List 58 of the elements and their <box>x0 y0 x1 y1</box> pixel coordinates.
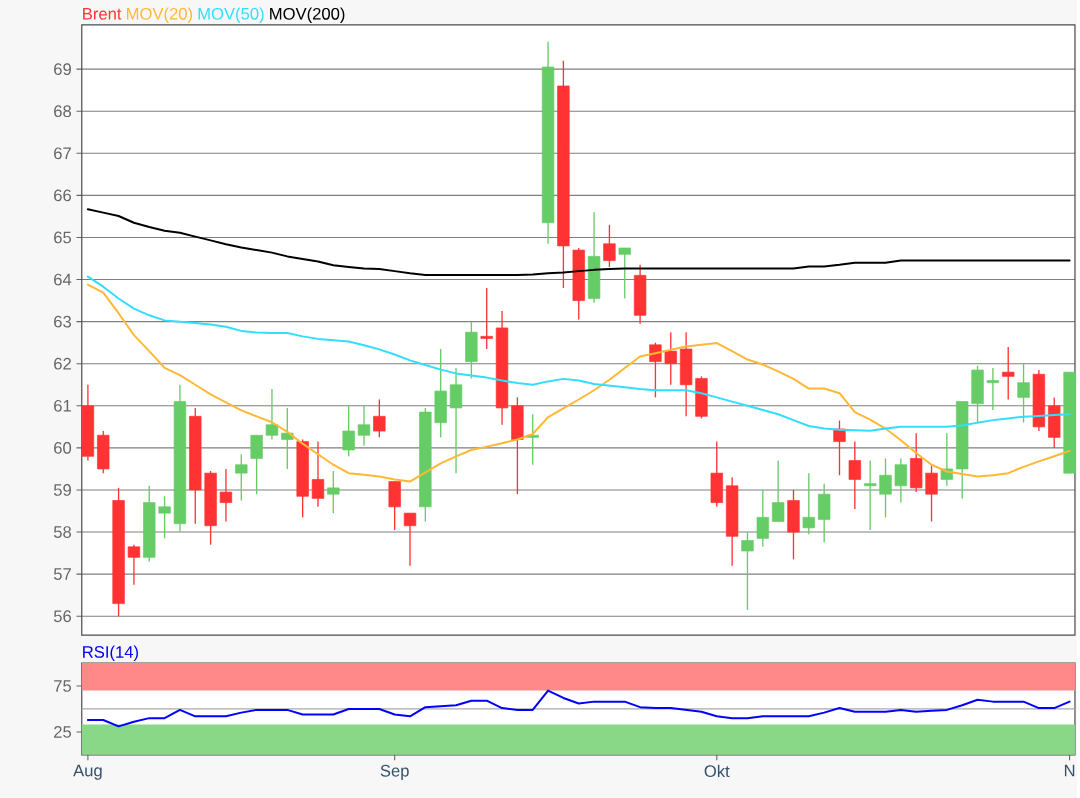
y-tick-label: 56 <box>53 610 72 623</box>
y-tick-label: 63 <box>54 315 72 328</box>
candlestick <box>603 224 616 268</box>
candlestick <box>403 512 417 567</box>
y-tick-label: 65 <box>54 231 72 244</box>
candlestick <box>265 388 279 441</box>
x-tick-label: Aug <box>73 765 102 780</box>
y-tick-label: 64 <box>54 273 72 286</box>
candlestick <box>771 459 785 523</box>
text: MOV(200) <box>270 7 345 24</box>
text: RSI(14) <box>83 645 138 662</box>
candlestick <box>664 331 677 386</box>
candlestick <box>235 453 248 502</box>
x-tick-label: N <box>1064 765 1075 777</box>
candlestick <box>741 531 754 611</box>
candlestick <box>357 405 371 447</box>
y-tick-label: 59 <box>53 484 71 497</box>
text: MOV(20) <box>127 7 193 24</box>
candlestick <box>848 441 861 510</box>
y-tick-label: 75 <box>54 680 72 692</box>
candlestick <box>480 287 493 350</box>
candlestick <box>342 405 355 458</box>
candlestick <box>802 472 815 535</box>
candlestick <box>526 413 539 466</box>
x-tick-label: Okt <box>704 764 730 778</box>
candlestick <box>311 441 325 508</box>
candlestick <box>373 398 386 439</box>
candlestick <box>327 470 340 514</box>
candlestick <box>986 367 1000 411</box>
text: MOV(50) <box>198 7 264 24</box>
x-tick-label: Sep <box>380 765 409 781</box>
y-tick-label: 61 <box>54 400 71 412</box>
text: Brent <box>83 8 122 20</box>
y-tick-label: 25 <box>54 726 72 738</box>
candlestick <box>449 367 463 474</box>
y-tick-label: 62 <box>54 357 71 370</box>
y-tick-label: 68 <box>54 105 72 118</box>
candlestick <box>250 434 263 495</box>
y-tick-label: 58 <box>53 526 72 539</box>
y-tick-label: 67 <box>54 147 71 160</box>
candlestick <box>1002 346 1015 401</box>
candlestick <box>925 464 938 523</box>
y-tick-label: 60 <box>54 442 72 454</box>
candlestick <box>281 407 294 470</box>
candlestick <box>894 457 908 504</box>
candlestick <box>864 459 877 531</box>
candlestick <box>158 495 171 540</box>
y-tick-label: 66 <box>54 189 72 202</box>
y-tick-label: 69 <box>54 63 71 76</box>
candlestick <box>618 247 631 300</box>
candlestick <box>756 489 769 548</box>
candlestick <box>219 468 233 523</box>
candlestick <box>127 544 141 586</box>
y-tick-label: 57 <box>53 568 71 581</box>
candlestick <box>649 342 662 399</box>
candlestick <box>1017 363 1030 424</box>
candlestick <box>879 457 892 519</box>
candlestick <box>833 420 846 477</box>
